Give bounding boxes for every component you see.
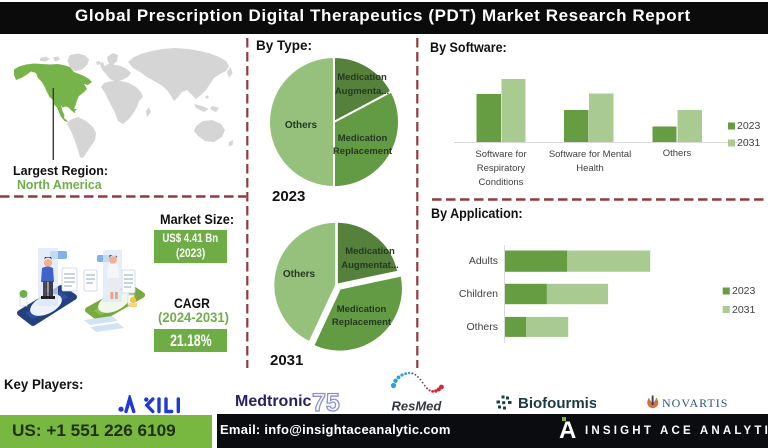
svg-text:Biofourmis: Biofourmis	[518, 395, 596, 411]
svg-text:ResMed: ResMed	[392, 399, 443, 413]
svg-text:NOVARTIS: NOVARTIS	[662, 396, 728, 410]
